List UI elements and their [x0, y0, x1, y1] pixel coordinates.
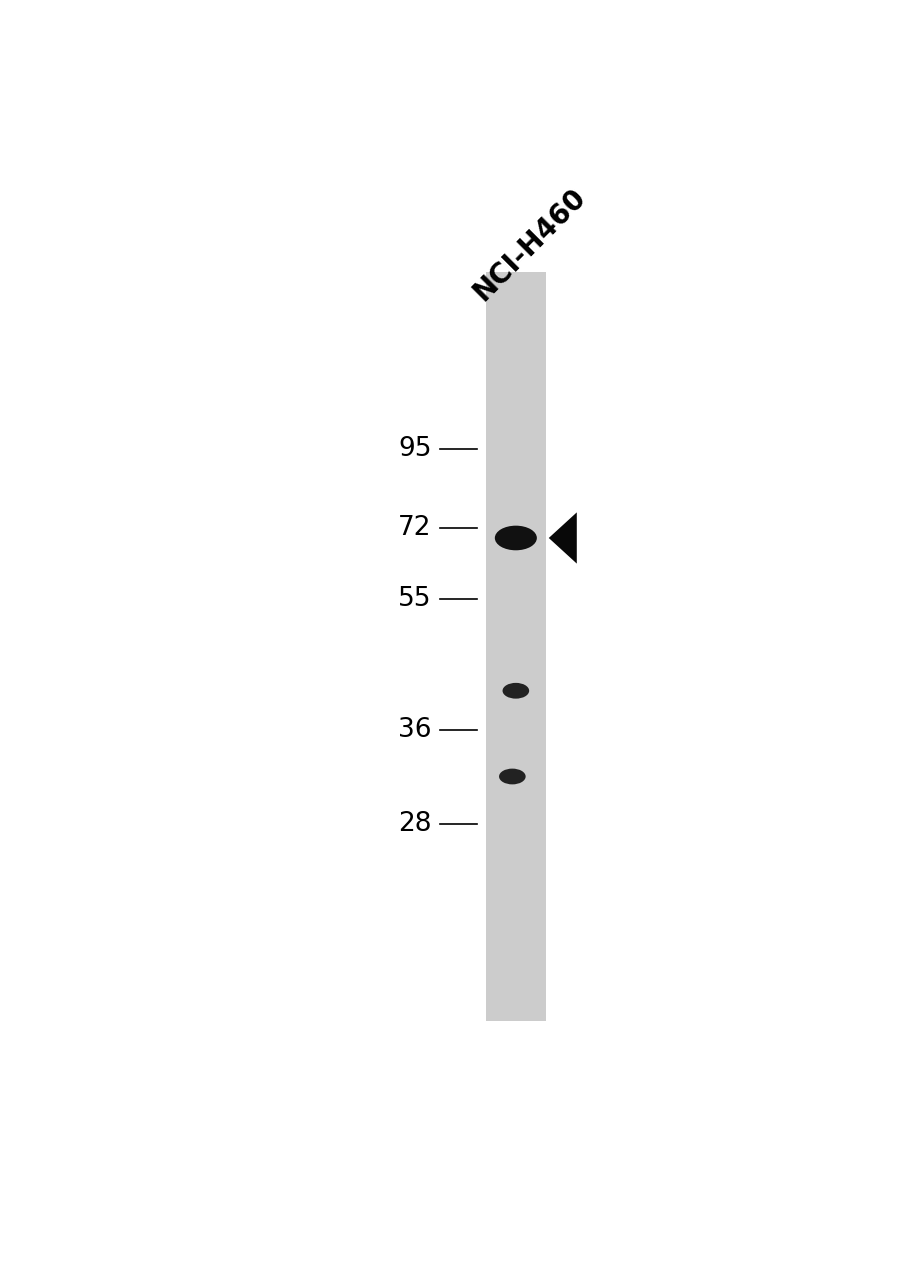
- Ellipse shape: [498, 768, 525, 785]
- Ellipse shape: [494, 526, 536, 550]
- Text: 36: 36: [398, 717, 432, 744]
- Text: 28: 28: [398, 810, 432, 837]
- Text: 95: 95: [398, 436, 432, 462]
- Text: 55: 55: [398, 586, 432, 612]
- Ellipse shape: [502, 682, 528, 699]
- Text: NCI-H460: NCI-H460: [468, 183, 591, 306]
- Text: 72: 72: [398, 515, 432, 541]
- Bar: [486, 271, 545, 1021]
- Polygon shape: [548, 512, 576, 563]
